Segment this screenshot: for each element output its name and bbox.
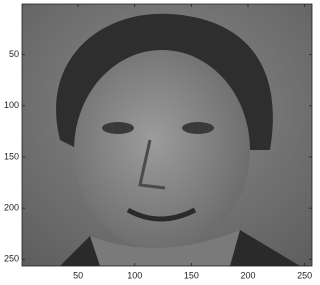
x-tick-label: 150: [184, 270, 199, 280]
y-tick-label: 150: [4, 151, 19, 161]
image: [22, 4, 312, 266]
x-tick-label: 250: [297, 270, 312, 280]
y-tick-label: 100: [4, 100, 19, 110]
x-tick-label: 100: [127, 270, 142, 280]
y-tick-label: 50: [9, 49, 19, 59]
figure: 50 100 150 200 250 50 100 150 200 250: [0, 0, 314, 285]
x-tick-label: 200: [240, 270, 255, 280]
y-tick-label: 250: [4, 254, 19, 264]
y-tick-label: 200: [4, 203, 19, 213]
x-tick-label: 50: [73, 270, 83, 280]
